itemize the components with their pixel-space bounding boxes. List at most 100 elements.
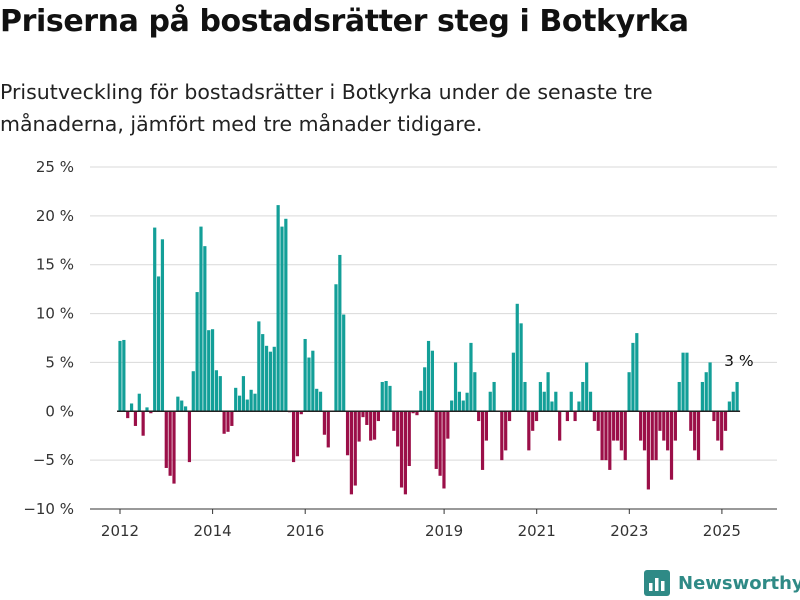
bar [685,352,689,412]
bar [488,391,492,412]
bar [384,380,388,412]
bar [639,411,643,441]
bar [677,381,681,412]
bar [411,411,415,414]
bar [538,381,542,412]
bar [122,339,126,412]
bar [376,411,380,422]
bar [434,411,438,469]
bar [612,411,616,441]
bar [492,381,496,412]
bar [311,350,315,412]
bar [176,396,180,412]
bar [596,411,600,431]
bar [542,391,546,412]
bar [226,411,230,432]
bar [318,391,323,412]
bar [646,411,650,490]
x-tick-label: 2021 [518,522,556,540]
y-tick-label: −10 % [23,500,74,518]
bar [180,400,184,412]
bar [168,411,172,476]
bar [153,227,157,412]
bar [199,226,203,412]
bar [388,385,392,412]
bar [446,411,450,439]
bar [581,381,585,412]
bar [534,411,539,422]
bar [600,411,604,461]
bar [210,329,215,412]
bar [268,351,273,412]
bar [187,411,192,463]
y-tick-label: 25 % [36,158,74,176]
bar [372,411,377,440]
bar [727,401,731,412]
bar [588,391,593,412]
bar [407,411,411,467]
bar [642,411,647,451]
brand-logo: Newsworthy [644,570,800,596]
bar [484,411,488,441]
bar [635,333,639,412]
bar [419,390,423,412]
bar [438,411,442,476]
bar [585,362,589,412]
bar [477,411,481,422]
x-tick-label: 2023 [610,522,648,540]
bar [222,411,226,434]
bar [156,276,161,412]
bar [511,352,515,412]
bar [693,411,697,451]
bar [716,411,720,441]
bar [550,401,554,412]
bar [554,391,558,412]
chart-subtitle: Prisutveckling för bostadsrätter i Botky… [0,80,653,136]
bar [361,411,365,418]
x-tick-label: 2016 [286,522,324,540]
bar [735,381,739,412]
newsworthy-logo-icon [644,570,670,596]
chart-title: Priserna på bostadsrätter steg i Botkyrk… [0,4,689,39]
bar [284,218,288,412]
tick-labels: 25 % 20 % 15 % 10 % 5 % 0 % −5 % −10 % 2012 2014 2… [23,158,753,540]
bar [457,391,461,412]
x-tick-label: 2012 [101,522,139,540]
bar [469,342,473,412]
bar [342,314,346,412]
bar [291,411,296,463]
bar [145,407,149,412]
bar [681,352,685,412]
bar [604,411,608,461]
bar [257,321,261,412]
bar [280,226,284,412]
bar [480,411,485,470]
bars [118,205,739,495]
bar [650,411,654,461]
grid-lines [90,166,777,510]
x-tick-label: 2014 [194,522,232,540]
bar [712,411,716,422]
bar [307,357,311,412]
bar [365,411,369,425]
bar [141,411,145,436]
bar [399,411,404,488]
bar [276,205,280,412]
bar [519,323,523,412]
bar [453,362,458,412]
y-tick-label: 0 % [45,402,74,420]
y-tick-label: 10 % [36,305,74,323]
bar [461,400,465,412]
bar [118,340,122,412]
bar [527,411,531,451]
bar [129,403,134,412]
bar [345,411,350,456]
bar [577,401,581,412]
bar [415,411,419,416]
bar [126,411,130,419]
bar [704,372,708,412]
bar [731,391,735,412]
y-tick-label: 15 % [36,256,74,274]
x-tick-label: 2019 [425,522,463,540]
axes [90,410,777,514]
